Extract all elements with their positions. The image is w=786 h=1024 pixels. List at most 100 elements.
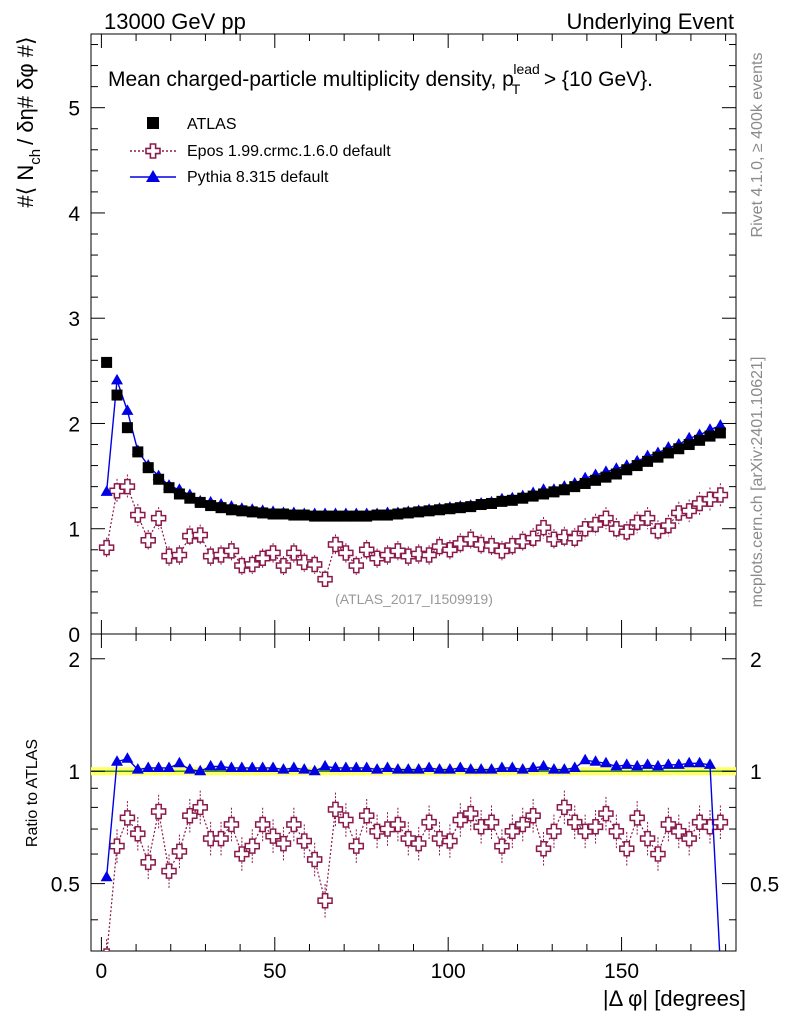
- pythia-point: [620, 758, 633, 769]
- epos-point: [421, 814, 437, 830]
- epos-point: [254, 816, 271, 833]
- pythia-point: [308, 764, 321, 776]
- main-y-tick-labels: 0 1 2 3 4 5: [68, 98, 80, 647]
- pythia-connecting-line: [105, 380, 721, 515]
- epos-point: [275, 557, 292, 574]
- epos-point: [608, 520, 625, 537]
- epos-point: [348, 557, 365, 574]
- epos-point: [567, 530, 583, 546]
- pythia-point: [287, 761, 300, 772]
- x-tick-label: 100: [431, 960, 466, 983]
- epos-point: [629, 514, 645, 531]
- main-y-tick-label: 1: [68, 519, 80, 542]
- epos-point: [130, 825, 146, 842]
- pythia-point: [464, 763, 477, 774]
- epos-point: [473, 818, 489, 835]
- epos-point: [639, 510, 656, 526]
- main-y-tick-label: 4: [68, 203, 80, 226]
- x-tick-label: 50: [263, 960, 286, 983]
- x-tick-label: 0: [96, 960, 108, 983]
- epos-point: [660, 517, 677, 534]
- pythia-point: [329, 761, 342, 772]
- atlas-point: [257, 507, 269, 519]
- epos-point: [369, 550, 385, 566]
- atlas-point: [350, 510, 362, 522]
- epos-point: [202, 830, 219, 847]
- rivet-label: Rivet 4.1.0, ≥ 400k events: [749, 53, 766, 238]
- epos-point: [681, 503, 697, 519]
- pythia-point: [454, 761, 467, 772]
- atlas-point: [558, 484, 570, 496]
- epos-point: [712, 487, 729, 503]
- main-y-tick-label: 3: [68, 308, 80, 331]
- epos-point: [546, 531, 562, 548]
- pythia-point: [703, 758, 716, 769]
- atlas-point: [413, 506, 425, 518]
- epos-point: [150, 510, 167, 526]
- atlas-point: [517, 492, 529, 504]
- epos-point: [629, 810, 645, 826]
- epos-point: [608, 823, 625, 840]
- atlas-point: [111, 389, 123, 401]
- atlas-point: [673, 443, 685, 455]
- epos-point: [150, 803, 167, 820]
- atlas-point: [527, 490, 539, 502]
- ratio-frame: [90, 633, 737, 952]
- epos-point: [358, 807, 375, 824]
- pythia-point: [506, 761, 519, 772]
- epos-point: [619, 840, 635, 857]
- atlas-point: [434, 504, 446, 516]
- pythia-point: [246, 761, 259, 772]
- epos-point: [577, 520, 593, 537]
- pythia-point: [412, 763, 425, 774]
- epos-point: [265, 545, 281, 561]
- epos-point: [535, 519, 552, 536]
- pythia-point: [319, 759, 332, 771]
- pythia-point: [475, 763, 488, 774]
- pythia-point: [631, 759, 644, 771]
- epos-point: [338, 545, 354, 561]
- epos-point: [327, 801, 344, 818]
- legend-marker-epos: [145, 143, 161, 159]
- atlas-point: [142, 462, 154, 474]
- epos-point: [192, 527, 208, 543]
- epos-point: [213, 830, 229, 847]
- pythia-point: [173, 756, 186, 768]
- atlas-point: [246, 506, 258, 518]
- pythia-point: [360, 761, 373, 772]
- epos-point: [275, 835, 292, 852]
- pythia-point: [527, 761, 540, 772]
- epos-point: [306, 556, 323, 573]
- epos-point: [265, 828, 281, 844]
- epos-point: [369, 823, 385, 840]
- main-y-tick-label: 0: [68, 624, 80, 647]
- epos-point: [671, 505, 687, 521]
- pythia-point: [371, 763, 384, 774]
- legend: ATLAS Epos 1.99.crmc.1.6.0 default Pythi…: [130, 116, 391, 186]
- ratio-series-pythia: [100, 752, 726, 971]
- epos-point: [431, 538, 448, 555]
- epos-point: [525, 530, 541, 546]
- atlas-point: [163, 482, 175, 494]
- atlas-point: [101, 356, 113, 368]
- epos-point: [234, 557, 250, 574]
- main-series-atlas: [101, 356, 726, 522]
- atlas-point: [454, 502, 466, 514]
- pythia-point: [714, 960, 726, 971]
- epos-point: [494, 543, 510, 559]
- pythia-point: [121, 752, 134, 763]
- epos-point: [171, 547, 188, 563]
- pythia-point: [350, 761, 363, 772]
- pythia-point: [610, 759, 623, 771]
- pythia-point: [235, 761, 248, 772]
- pythia-point: [495, 761, 508, 772]
- atlas-point: [714, 427, 726, 439]
- epos-point: [140, 532, 156, 549]
- pythia-point: [547, 763, 560, 774]
- epos-point: [650, 846, 666, 862]
- atlas-point: [569, 481, 581, 493]
- x-tick-labels: 0 50 100 150: [96, 960, 640, 983]
- pythia-point: [568, 761, 581, 772]
- atlas-point: [642, 455, 654, 467]
